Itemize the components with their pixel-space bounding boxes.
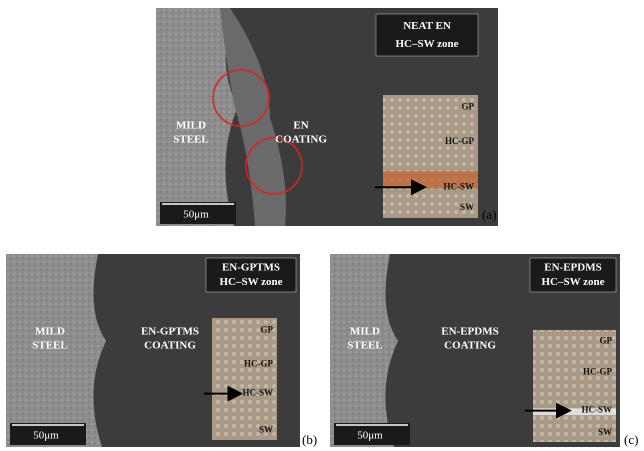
layer-label: HC-SW (581, 405, 612, 415)
coating-label: COATING (275, 134, 327, 146)
layer-label: GP (600, 335, 613, 345)
coating-label: COATING (444, 340, 496, 352)
panel-label: (b) (302, 432, 317, 447)
substrate-label: MILD (350, 326, 380, 338)
layer-label: SW (259, 424, 273, 434)
scale-bar-label: 50μm (357, 430, 383, 442)
layer-label: SW (598, 427, 612, 437)
panel-label: (a) (482, 207, 496, 222)
substrate-label: STEEL (32, 340, 67, 352)
layer-label: SW (460, 202, 474, 212)
panel-label: (c) (624, 432, 638, 447)
layer-label: HC-GP (244, 358, 273, 368)
layer-label: GP (462, 101, 475, 111)
panel: EN-EPDMS HC–SW zone MILD STEEL EN-EPDMS COATI… (330, 254, 620, 447)
layer-label: GP (261, 324, 274, 334)
coating-label: EN-GPTMS (141, 326, 199, 338)
scale-bar-label: 50μm (183, 209, 209, 221)
panel-subtitle: HC–SW zone (541, 276, 604, 288)
inset-image (533, 330, 616, 442)
coating-label: COATING (144, 340, 196, 352)
inset-image (212, 318, 277, 440)
layer-label: HC-GP (583, 367, 612, 377)
panel-title: NEAT EN (403, 20, 451, 32)
layer-label: HC-GP (445, 136, 474, 146)
substrate-label: MILD (176, 120, 206, 132)
panel: NEAT EN HC–SW zone MILD STEEL EN COATING GP HC-… (156, 8, 498, 226)
panel-subtitle: HC–SW zone (395, 38, 458, 50)
layer-label: HC-SW (242, 388, 273, 398)
coating-label: EN (293, 120, 308, 132)
panel: EN-GPTMS HC–SW zone MILD STEEL EN-GPTMS COATI… (6, 254, 300, 447)
substrate-label: STEEL (347, 340, 382, 352)
layer-label: HC-SW (443, 181, 474, 191)
coating-label: EN-EPDMS (441, 326, 498, 338)
panel-subtitle: HC–SW zone (219, 276, 282, 288)
scale-bar-label: 50μm (33, 430, 59, 442)
panel-title: EN-GPTMS (222, 262, 280, 274)
substrate-label: MILD (35, 326, 65, 338)
panel-title: EN-EPDMS (544, 262, 601, 274)
figure: NEAT EN HC–SW zone MILD STEEL EN COATING GP HC-… (0, 0, 644, 451)
inset-image (383, 95, 478, 218)
substrate-label: STEEL (173, 134, 208, 146)
